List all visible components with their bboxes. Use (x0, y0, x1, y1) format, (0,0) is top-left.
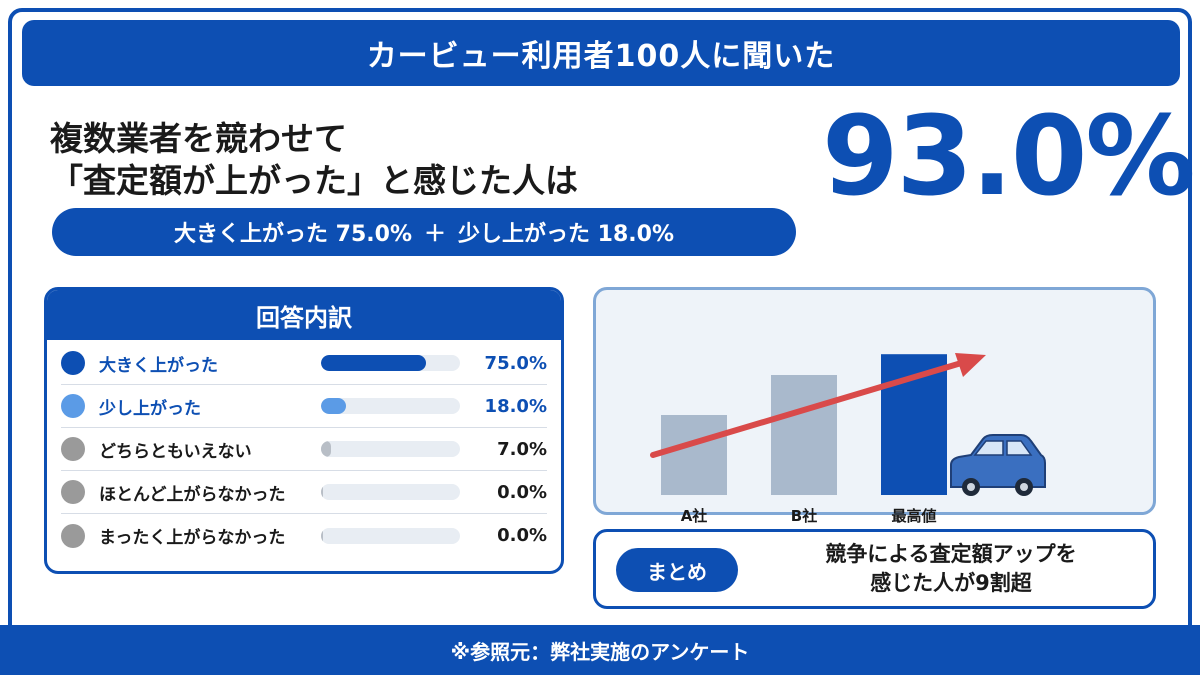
answer-breakdown-title: 回答内訳 (47, 290, 561, 340)
answer-label: どちらともいえない (99, 441, 252, 462)
answer-bar-fill (321, 355, 426, 371)
answer-dot (61, 351, 85, 375)
answer-label: 大きく上がった (99, 355, 218, 376)
footer-source: ※参照元：弊社実施のアンケート (450, 639, 750, 664)
summary-line-2: 感じた人が9割超 (870, 571, 1032, 595)
summary-line-1: 競争による査定額アップを (825, 542, 1077, 566)
summary-pill-text: まとめ (647, 559, 707, 584)
answer-bar-fill (321, 527, 324, 544)
answer-row: どちらともいえない 7.0% (61, 428, 547, 471)
headline-line-2: 「査定額が上がった」と感じた人は (50, 161, 578, 200)
answer-bar-fill (321, 398, 347, 414)
chart-bar-1 (661, 415, 727, 495)
breakdown-part-2: 少し上がった 18.0% (458, 222, 674, 247)
breakdown-part-1: 大きく上がった 75.0% (174, 222, 412, 247)
answer-value: 18.0% (484, 395, 547, 417)
chart-category-label: 最高値 (891, 507, 936, 525)
answer-row: 少し上がった 18.0% (61, 385, 547, 428)
answer-bar-track (321, 398, 461, 414)
answer-breakdown-title-text: 回答内訳 (256, 303, 352, 332)
answer-value: 0.0% (497, 481, 547, 503)
answer-dot (61, 480, 85, 504)
answer-bar-track (321, 484, 461, 500)
footer: ※参照元：弊社実施のアンケート (0, 625, 1200, 675)
trend-arrow-head (955, 353, 986, 377)
price-comparison-chart: A社 B社 最高値 (650, 353, 1046, 525)
answer-label: まったく上がらなかった (99, 528, 286, 548)
chart-bar-2 (771, 375, 837, 495)
chart-category-label: B社 (791, 507, 817, 525)
answer-bar-track (321, 355, 461, 371)
summary-box: まとめ 競争による査定額アップを 感じた人が9割超 (593, 529, 1156, 609)
answer-value: 0.0% (497, 525, 547, 546)
page-title-text: カービュー利用者100人に聞いた (366, 39, 836, 74)
answer-label: 少し上がった (99, 398, 201, 419)
answer-row: 大きく上がった 75.0% (61, 342, 547, 385)
answer-dot (61, 523, 85, 548)
answer-breakdown-card: 回答内訳 大きく上がった 75.0% 少し上がった 18.0% どちらともいえな… (44, 287, 564, 574)
summary-pill: まとめ (616, 548, 738, 592)
car-icon (950, 434, 1046, 496)
answer-value: 7.0% (497, 438, 547, 460)
summary-text: 競争による査定額アップを 感じた人が9割超 (756, 540, 1146, 598)
answer-bar-fill (321, 484, 324, 500)
answer-label: ほとんど上がらなかった (99, 484, 286, 505)
headline-line-1: 複数業者を競わせて (50, 119, 347, 158)
headline: 複数業者を競わせて 「査定額が上がった」と感じた人は (50, 118, 578, 202)
answer-bar-track (321, 441, 461, 457)
answer-bar-fill (321, 441, 331, 457)
big-stat-value: 93.0% (822, 92, 1196, 220)
trend-arrow-shaft (650, 358, 971, 458)
answer-row: まったく上がらなかった 0.0% (61, 514, 547, 557)
answer-row: ほとんど上がらなかった 0.0% (61, 471, 547, 514)
breakdown-plus: ＋ (423, 222, 446, 247)
answer-value: 75.0% (484, 352, 547, 374)
answer-list: 大きく上がった 75.0% 少し上がった 18.0% どちらともいえない 7.0… (47, 340, 561, 557)
breakdown-pill: 大きく上がった 75.0% ＋ 少し上がった 18.0% (52, 208, 796, 256)
chart-category-label: A社 (681, 507, 708, 525)
page-title: カービュー利用者100人に聞いた (22, 20, 1180, 86)
answer-bar-track (321, 527, 461, 544)
answer-dot (61, 394, 85, 418)
answer-dot (61, 437, 85, 461)
